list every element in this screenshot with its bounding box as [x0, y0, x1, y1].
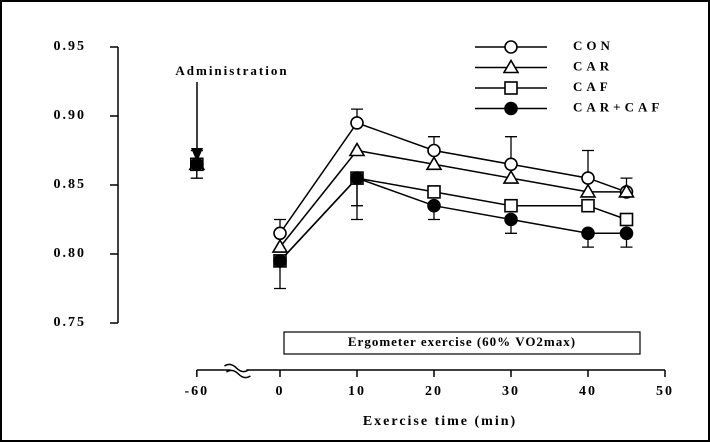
data-point [190, 157, 204, 172]
data-point [427, 185, 441, 199]
annotation: Administration [175, 63, 288, 78]
y-tick-label: 0.90 [54, 108, 87, 123]
data-point [504, 157, 518, 172]
x-tick-label: 10 [348, 384, 366, 399]
data-point [427, 198, 441, 213]
data-point [618, 183, 635, 198]
legend-marker [502, 58, 520, 74]
data-point [619, 212, 634, 227]
data-point [350, 116, 364, 130]
data-point [619, 226, 634, 241]
data-point [581, 226, 595, 241]
series-line [279, 122, 627, 234]
data-point [581, 198, 595, 213]
data-point [273, 254, 287, 268]
legend-label: CAF [573, 79, 612, 94]
x-tick-label: 40 [579, 384, 597, 399]
series-line [279, 177, 627, 262]
axis-break [224, 363, 251, 379]
legend-label: CON [573, 38, 614, 53]
error-bar [351, 178, 363, 221]
data-point [273, 226, 287, 241]
legend-label: CAR [573, 58, 613, 73]
series-line [279, 177, 627, 262]
data-point [425, 155, 443, 171]
legend-marker [504, 101, 518, 116]
legend-marker [504, 81, 518, 95]
x-axis-label: Exercise time (min) [363, 414, 517, 429]
data-point [504, 198, 518, 213]
series-line [279, 149, 627, 248]
x-tick-label: 30 [502, 384, 520, 399]
y-tick-label: 0.75 [54, 315, 87, 330]
x-tick-label: 0 [276, 384, 285, 399]
y-tick-label: 0.95 [54, 39, 87, 54]
legend-marker [504, 40, 518, 54]
data-point [579, 183, 597, 198]
y-tick-label: 0.85 [54, 177, 87, 192]
data-point [504, 212, 518, 227]
annotation: Ergometer exercise (60% VO2max) [348, 334, 576, 349]
data-point [427, 143, 441, 158]
data-point [350, 171, 364, 185]
data-point [271, 238, 289, 253]
legend-label: CAR+CAF [573, 99, 663, 114]
y-tick-label: 0.80 [54, 246, 87, 261]
data-point [348, 141, 366, 157]
annotation-box [283, 331, 641, 355]
x-tick-label: 50 [656, 384, 674, 399]
data-point [502, 169, 520, 184]
x-tick-label: 20 [425, 384, 443, 399]
x-tick-label: -60 [185, 384, 210, 399]
data-point [581, 171, 595, 185]
